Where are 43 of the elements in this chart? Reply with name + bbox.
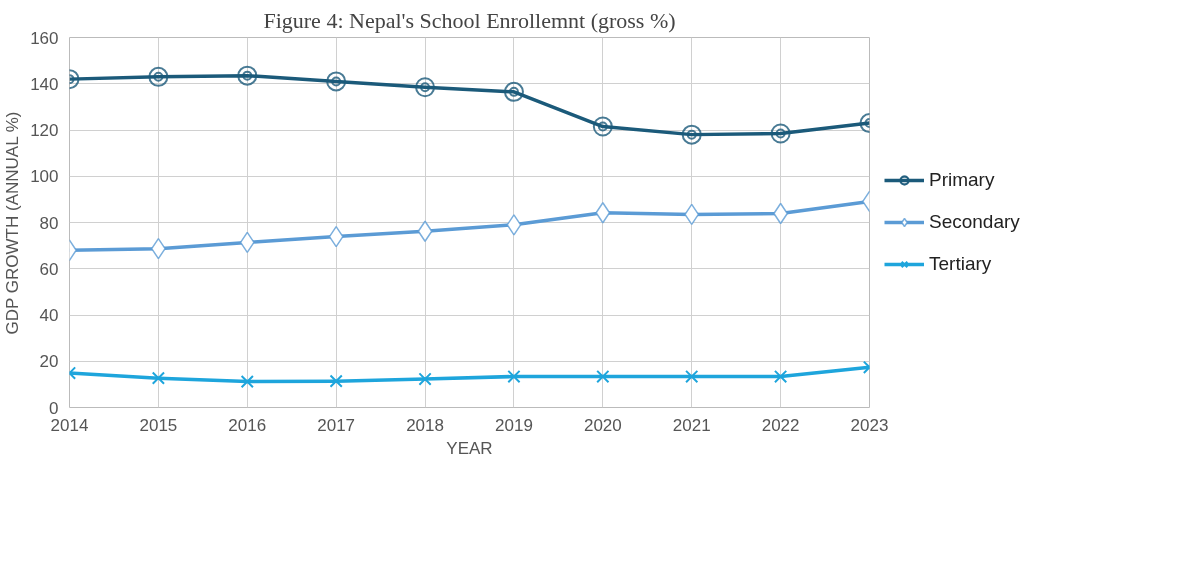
x-tick-label: 2016 [228,415,267,435]
x-tick-label: 2022 [761,415,800,435]
point [773,369,788,384]
point [770,123,791,144]
point [596,369,610,384]
x-tick-label: 2015 [139,415,178,435]
legend-label: Tertiary [929,253,992,275]
x-axis-title: YEAR [446,438,493,458]
point [503,81,524,102]
point [592,116,613,137]
point [329,374,343,388]
y-tick-label: 160 [30,28,59,48]
point [506,214,522,236]
point [237,65,258,86]
x-tick-label: 2021 [672,415,711,435]
y-tick-label: 120 [30,121,59,140]
chart-title: Figure 4: Nepal's School Enrollemnt (gross %) [263,7,676,33]
point [681,124,702,145]
point [151,371,166,385]
y-tick-label: 100 [30,167,59,187]
legend-label: Primary [929,169,995,191]
point [507,369,521,384]
point [326,71,347,92]
point [148,66,169,87]
x-tick-label: 2023 [850,415,889,435]
x-tick-label: 2018 [406,415,444,435]
y-tick-label: 40 [39,306,59,325]
x-tick-label: 2020 [583,415,622,435]
y-tick-label: 60 [39,259,59,279]
x-tick-label: 2014 [50,415,89,435]
legend-label: Secondary [929,211,1020,233]
x-tick-label: 2019 [495,415,533,435]
point [685,369,699,384]
y-axis-title: GDP GROWTH (ANNUAL %) [3,111,23,335]
y-tick-label: 140 [30,74,59,94]
point [240,374,254,389]
x-tick-label: 2017 [317,415,356,435]
point [415,77,436,98]
point [595,202,611,224]
point [418,372,432,386]
y-tick-label: 80 [39,213,59,233]
y-tick-label: 0 [49,398,59,418]
y-tick-label: 20 [39,352,59,372]
